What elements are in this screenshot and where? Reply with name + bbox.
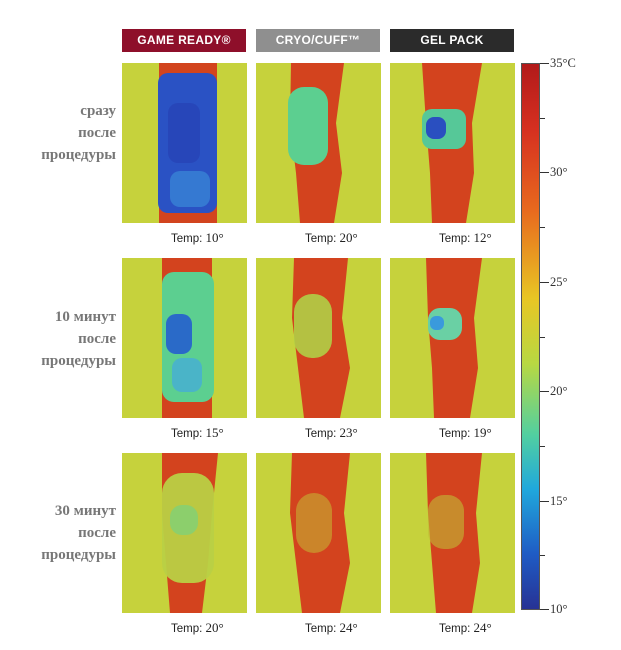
header-cryo-cuff: CRYO/CUFF™ [256,29,380,52]
row-label-10-min: 10 минут после процедуры [41,309,116,369]
scale-label-25: 25° [550,275,568,289]
scale-label-15: 15° [550,494,568,508]
scale-label-30: 30° [550,165,568,179]
thermal-image-cryo-cuff-immediately [256,63,381,223]
scale-tick [540,227,545,228]
temp-game-ready-immediately: Temp: 10° [171,230,224,245]
thermal-image-game-ready-immediately [122,63,247,223]
temperature-color-scale [521,63,540,610]
thermal-image-cryo-cuff-30-min [256,453,381,613]
scale-label-10: 10° [550,602,568,616]
thermal-image-gel-pack-10-min [390,258,515,418]
header-game-ready: GAME READY® [122,29,246,52]
scale-tick [540,118,545,119]
scale-tick [540,282,549,283]
thermal-image-game-ready-10-min [122,258,247,418]
thermal-image-gel-pack-30-min [390,453,515,613]
temp-cryo-cuff-10-min: Temp: 23° [305,425,358,440]
scale-label-20: 20° [550,384,568,398]
temp-cryo-cuff-30-min: Temp: 24° [305,620,358,635]
scale-tick [540,63,549,64]
scale-tick [540,555,545,556]
scale-tick [540,609,549,610]
row-label-immediately: сразу после процедуры [41,103,116,163]
thermal-image-gel-pack-immediately [390,63,515,223]
temp-game-ready-10-min: Temp: 15° [171,425,224,440]
temp-cryo-cuff-immediately: Temp: 20° [305,230,358,245]
temp-gel-pack-10-min: Temp: 19° [439,425,492,440]
temp-gel-pack-30-min: Temp: 24° [439,620,492,635]
row-label-30-min: 30 минут после процедуры [41,503,116,563]
scale-label-35: 35°C [550,56,576,70]
thermal-image-game-ready-30-min [122,453,247,613]
scale-tick [540,337,545,338]
thermal-image-cryo-cuff-10-min [256,258,381,418]
temp-game-ready-30-min: Temp: 20° [171,620,224,635]
temp-gel-pack-immediately: Temp: 12° [439,230,492,245]
scale-tick [540,501,549,502]
scale-tick [540,391,549,392]
scale-tick [540,172,549,173]
scale-tick [540,446,545,447]
header-gel-pack: GEL PACK [390,29,514,52]
